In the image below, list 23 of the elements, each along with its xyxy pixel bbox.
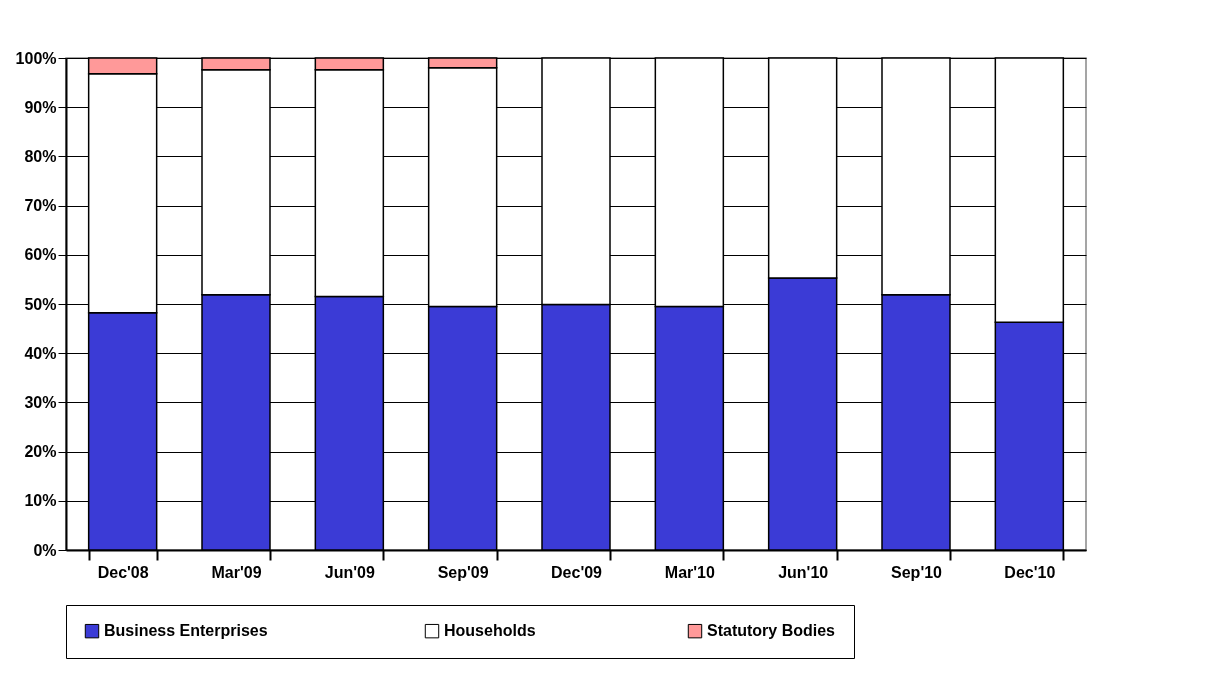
legend-label: Business Enterprises xyxy=(104,622,268,640)
x-tick-label: Mar'10 xyxy=(664,563,715,581)
y-tick-label: 60% xyxy=(24,246,57,264)
x-tick-label: Dec'10 xyxy=(1004,563,1056,581)
y-tick-label: 80% xyxy=(24,147,57,165)
x-tick-label: Sep'10 xyxy=(891,563,943,581)
legend-label: Households xyxy=(444,622,536,640)
y-tick-label: 50% xyxy=(24,295,57,313)
y-tick-label: 30% xyxy=(24,393,57,411)
y-tick-label: 10% xyxy=(24,492,57,510)
legend-label: Statutory Bodies xyxy=(707,622,836,640)
y-tick-label: 40% xyxy=(24,344,57,362)
x-tick-label: Dec'09 xyxy=(551,563,603,581)
y-tick-label: 70% xyxy=(24,197,57,215)
y-tick-label: 100% xyxy=(15,49,57,67)
x-tick-label: Jun'09 xyxy=(324,563,375,581)
x-tick-label: Jun'10 xyxy=(778,563,829,581)
x-tick-label: Dec'08 xyxy=(97,563,149,581)
y-tick-label: 90% xyxy=(24,98,57,116)
x-tick-label: Mar'09 xyxy=(211,563,262,581)
x-tick-label: Sep'09 xyxy=(437,563,489,581)
y-tick-label: 20% xyxy=(24,443,57,461)
y-tick-label: 0% xyxy=(33,541,57,559)
